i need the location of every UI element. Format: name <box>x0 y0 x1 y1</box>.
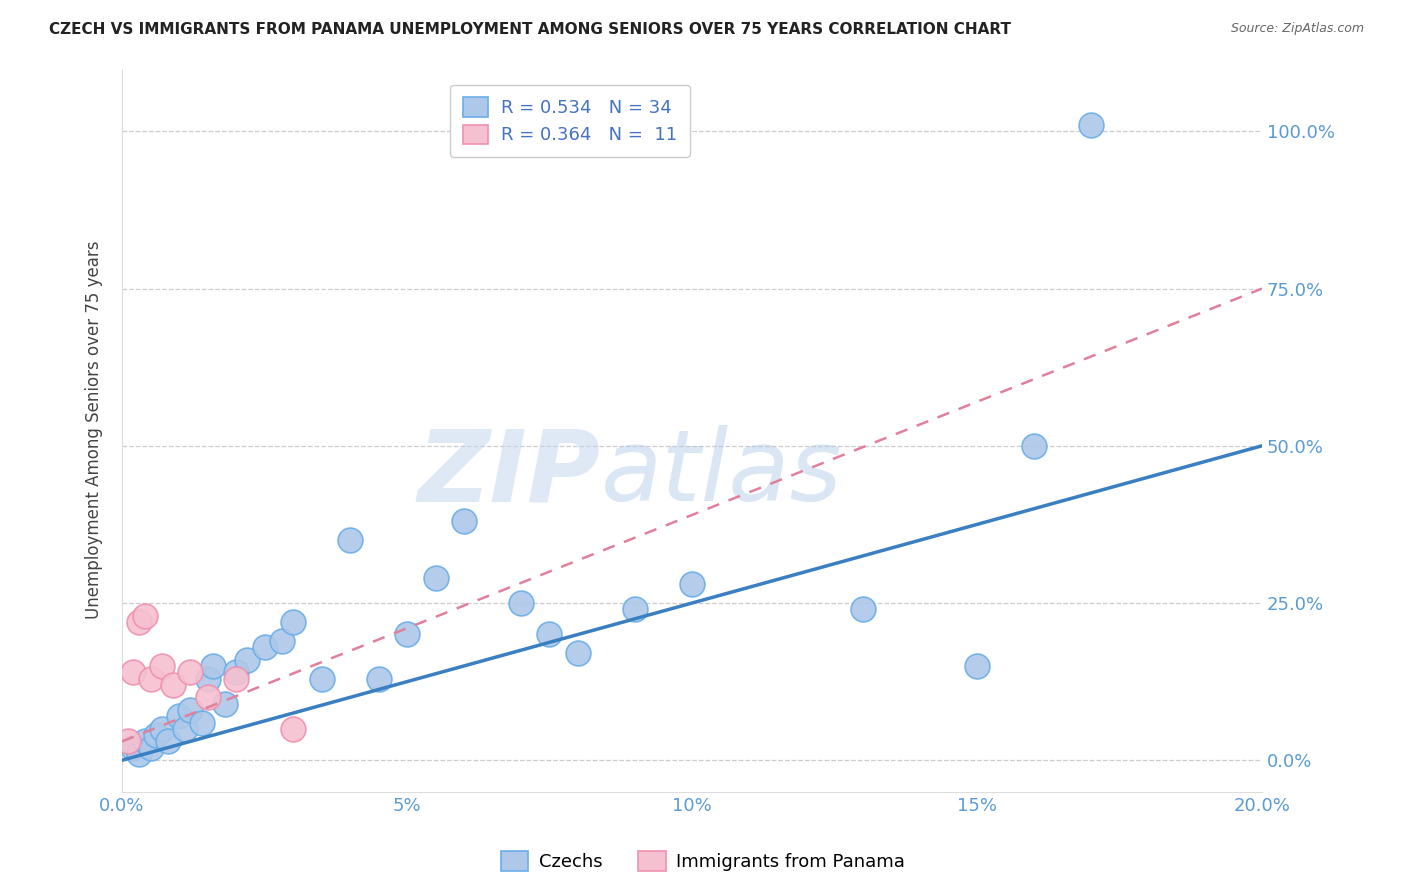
Point <box>214 697 236 711</box>
Point <box>128 747 150 761</box>
Point <box>852 602 875 616</box>
Point <box>139 740 162 755</box>
Point <box>236 653 259 667</box>
Point <box>339 533 361 548</box>
Point <box>281 615 304 629</box>
Point <box>395 627 418 641</box>
Text: Source: ZipAtlas.com: Source: ZipAtlas.com <box>1230 22 1364 36</box>
Point <box>1080 118 1102 132</box>
Y-axis label: Unemployment Among Seniors over 75 years: Unemployment Among Seniors over 75 years <box>86 241 103 619</box>
Text: ZIP: ZIP <box>418 425 600 522</box>
Point <box>425 571 447 585</box>
Text: CZECH VS IMMIGRANTS FROM PANAMA UNEMPLOYMENT AMONG SENIORS OVER 75 YEARS CORRELA: CZECH VS IMMIGRANTS FROM PANAMA UNEMPLOY… <box>49 22 1011 37</box>
Point <box>624 602 647 616</box>
Point <box>225 672 247 686</box>
Point <box>122 665 145 680</box>
Point <box>134 608 156 623</box>
Point <box>162 678 184 692</box>
Point <box>145 728 167 742</box>
Point <box>453 514 475 528</box>
Point <box>150 659 173 673</box>
Point <box>367 672 389 686</box>
Point <box>134 734 156 748</box>
Point <box>150 722 173 736</box>
Point <box>510 596 533 610</box>
Legend: R = 0.534   N = 34, R = 0.364   N =  11: R = 0.534 N = 34, R = 0.364 N = 11 <box>450 85 689 157</box>
Point <box>117 734 139 748</box>
Point <box>197 672 219 686</box>
Point <box>179 703 201 717</box>
Point <box>179 665 201 680</box>
Legend: Czechs, Immigrants from Panama: Czechs, Immigrants from Panama <box>494 844 912 879</box>
Point <box>173 722 195 736</box>
Point <box>167 709 190 723</box>
Point <box>281 722 304 736</box>
Point <box>311 672 333 686</box>
Point <box>128 615 150 629</box>
Point <box>202 659 225 673</box>
Point <box>567 646 589 660</box>
Point <box>681 577 703 591</box>
Point <box>225 665 247 680</box>
Point <box>1022 439 1045 453</box>
Point <box>197 690 219 705</box>
Point <box>253 640 276 654</box>
Point <box>156 734 179 748</box>
Point <box>191 715 214 730</box>
Point <box>139 672 162 686</box>
Point <box>122 740 145 755</box>
Point <box>538 627 561 641</box>
Text: atlas: atlas <box>600 425 842 522</box>
Point <box>270 633 292 648</box>
Point <box>966 659 988 673</box>
